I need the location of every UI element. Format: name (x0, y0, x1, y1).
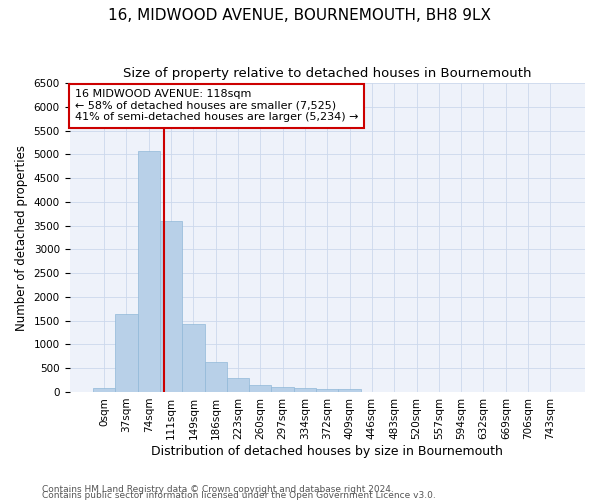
X-axis label: Distribution of detached houses by size in Bournemouth: Distribution of detached houses by size … (151, 444, 503, 458)
Bar (316, 390, 338, 392)
Bar (137, 152, 160, 392)
Bar (294, 388, 316, 392)
Bar (115, 314, 137, 392)
Bar (271, 386, 294, 392)
Bar (338, 390, 361, 392)
Text: Contains public sector information licensed under the Open Government Licence v3: Contains public sector information licen… (42, 490, 436, 500)
Bar (182, 324, 205, 392)
Bar (227, 378, 249, 392)
Bar (205, 362, 227, 392)
Text: Contains HM Land Registry data © Crown copyright and database right 2024.: Contains HM Land Registry data © Crown c… (42, 484, 394, 494)
Title: Size of property relative to detached houses in Bournemouth: Size of property relative to detached ho… (123, 68, 532, 80)
Text: 16, MIDWOOD AVENUE, BOURNEMOUTH, BH8 9LX: 16, MIDWOOD AVENUE, BOURNEMOUTH, BH8 9LX (109, 8, 491, 22)
Bar (249, 385, 271, 392)
Text: 16 MIDWOOD AVENUE: 118sqm
← 58% of detached houses are smaller (7,525)
41% of se: 16 MIDWOOD AVENUE: 118sqm ← 58% of detac… (74, 89, 358, 122)
Bar (93, 388, 115, 392)
Bar (160, 222, 182, 392)
Y-axis label: Number of detached properties: Number of detached properties (15, 144, 28, 330)
